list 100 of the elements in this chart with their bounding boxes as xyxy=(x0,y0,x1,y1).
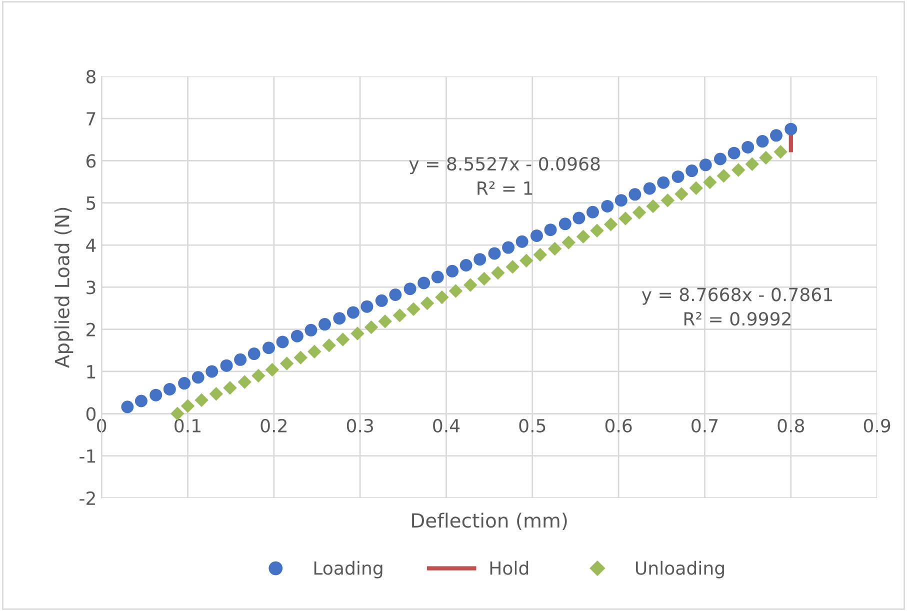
point xyxy=(784,122,798,136)
point xyxy=(375,294,388,307)
point xyxy=(223,381,237,395)
point xyxy=(686,164,698,178)
point xyxy=(506,260,520,274)
point xyxy=(392,308,407,322)
x-tick-label: 0.4 xyxy=(433,418,460,432)
point xyxy=(265,362,280,377)
y-axis-title: Applied Load (N) xyxy=(54,208,74,368)
point xyxy=(728,146,740,160)
y-tick-label: -1 xyxy=(80,450,96,463)
annotation: y = 8.5527x - 0.0968 R² = 1 xyxy=(409,156,600,195)
annotation: y = 8.7668x - 0.7861 R² = 0.9992 xyxy=(642,288,832,326)
point xyxy=(660,193,675,208)
legend-label: Hold xyxy=(490,560,528,575)
point xyxy=(657,176,670,189)
point xyxy=(742,140,754,154)
point xyxy=(689,181,703,195)
x-tick-label: 0.5 xyxy=(519,418,546,432)
x-tick-label: 0.7 xyxy=(692,418,718,432)
point xyxy=(333,312,346,325)
point xyxy=(548,242,562,256)
point xyxy=(614,194,628,207)
point xyxy=(530,229,543,242)
y-tick-label: 3 xyxy=(86,280,96,294)
point xyxy=(643,182,656,195)
point xyxy=(699,158,712,172)
y-tick-label: 7 xyxy=(86,112,96,126)
point xyxy=(460,258,472,272)
point xyxy=(604,217,618,232)
point xyxy=(290,330,304,342)
point xyxy=(562,236,576,250)
point xyxy=(134,394,148,408)
point xyxy=(431,270,444,284)
point xyxy=(163,382,176,396)
point xyxy=(672,170,684,183)
point xyxy=(618,212,632,226)
point xyxy=(576,230,590,244)
y-tick-label: 2 xyxy=(86,322,95,336)
y-tick-label: 5 xyxy=(86,196,96,210)
point xyxy=(770,129,783,142)
point xyxy=(601,200,614,212)
point xyxy=(360,300,374,313)
point xyxy=(544,224,557,236)
x-tick-label: 0.1 xyxy=(174,418,200,432)
point xyxy=(502,241,515,254)
point xyxy=(192,371,204,384)
point xyxy=(404,282,416,296)
point xyxy=(262,342,275,354)
point xyxy=(350,326,364,340)
point xyxy=(378,314,392,328)
point xyxy=(520,254,534,268)
y-tick-label: 8 xyxy=(86,70,96,84)
point xyxy=(646,199,660,214)
point xyxy=(516,235,528,248)
y-tick-label: 4 xyxy=(86,238,96,252)
point xyxy=(150,388,162,402)
point xyxy=(209,386,224,401)
point xyxy=(206,365,218,378)
point xyxy=(318,318,331,331)
x-tick-label: 0.9 xyxy=(864,418,890,432)
point xyxy=(474,253,486,266)
x-tick-label: 0.3 xyxy=(346,418,373,432)
point xyxy=(435,290,449,304)
point xyxy=(180,399,195,413)
point xyxy=(774,144,788,159)
point xyxy=(446,264,459,278)
x-tick-label: 0.6 xyxy=(605,418,632,432)
point xyxy=(294,350,308,364)
point xyxy=(252,368,266,383)
point xyxy=(488,247,501,260)
y-tick-label: 6 xyxy=(86,154,96,168)
point xyxy=(448,284,463,298)
point xyxy=(336,332,350,346)
point xyxy=(280,356,294,370)
point xyxy=(276,336,289,348)
point xyxy=(628,188,642,201)
point xyxy=(586,206,599,218)
point xyxy=(308,344,322,359)
point xyxy=(756,135,769,148)
y-tick-label: 0 xyxy=(86,407,96,421)
point xyxy=(731,163,746,177)
point xyxy=(703,175,717,190)
point xyxy=(194,393,208,408)
point xyxy=(632,206,646,220)
point xyxy=(491,266,505,280)
point xyxy=(533,248,548,262)
point xyxy=(716,168,731,183)
point xyxy=(389,288,402,302)
point xyxy=(364,320,378,334)
point xyxy=(745,157,760,171)
legend-label: Loading xyxy=(314,560,382,578)
point xyxy=(477,272,492,286)
point xyxy=(572,212,586,224)
legend-label: Unloading xyxy=(636,560,724,578)
point xyxy=(346,306,360,319)
point xyxy=(304,324,318,336)
x-axis-title: Deflection (mm) xyxy=(412,512,567,530)
point xyxy=(420,296,434,310)
point xyxy=(714,152,726,166)
